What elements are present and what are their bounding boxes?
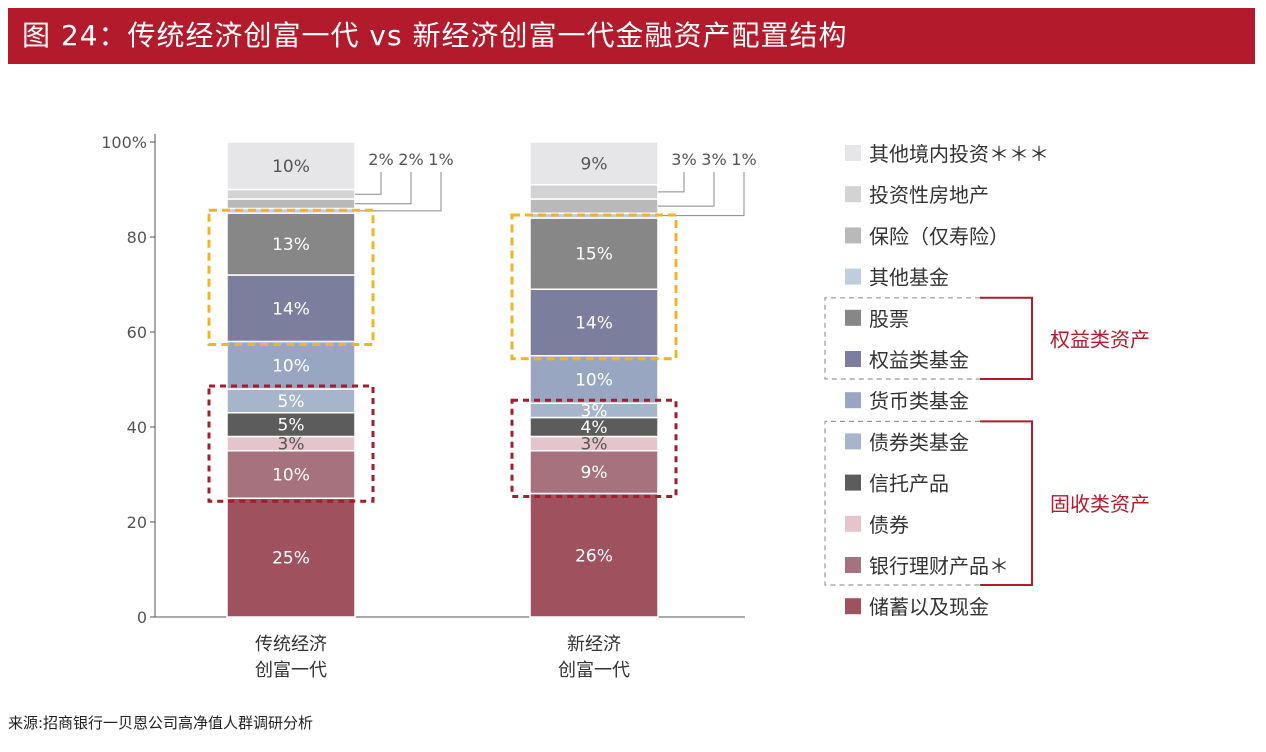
legend-group-label: 固收类资产 (1050, 492, 1150, 516)
legend-label: 货币类基金 (869, 389, 969, 413)
bar-segment (226, 274, 356, 343)
legend-group-bracket (980, 420, 1033, 586)
legend-swatch (845, 433, 861, 450)
equity-highlight-box (510, 213, 678, 361)
legend-swatch (845, 186, 861, 203)
data-label: 3% (701, 150, 726, 169)
bar-segment (529, 217, 659, 290)
legend-swatch (845, 392, 861, 409)
bar-segment (529, 184, 659, 200)
legend-swatch (845, 145, 861, 161)
legend-swatch (845, 351, 861, 367)
legend-label: 储蓄以及现金 (869, 595, 989, 619)
y-tick-label: 20 (127, 513, 147, 532)
legend-group-bracket (980, 296, 1033, 380)
data-label: 1% (731, 150, 756, 169)
data-label: 2% (368, 150, 393, 169)
data-label: 2% (398, 150, 423, 169)
legend-swatch (845, 515, 861, 532)
data-label: 10% (272, 356, 310, 376)
data-label: 3% (278, 435, 305, 455)
legend-label: 银行理财产品＊ (869, 554, 1009, 578)
page-title: 图 24：传统经济创富一代 vs 新经济创富一代金融资产配置结构 (8, 8, 1255, 64)
bar-segment (226, 188, 356, 200)
data-label: 9% (581, 154, 608, 174)
legend-label: 债券类基金 (869, 430, 969, 454)
x-category-label: 传统经济 (255, 634, 327, 655)
data-label: 1% (428, 150, 453, 169)
legend-swatch (845, 227, 861, 244)
y-tick-label: 60 (127, 323, 147, 342)
leader-line (658, 172, 745, 217)
legend-label: 其他基金 (869, 266, 949, 290)
leader-line (658, 172, 685, 193)
x-category-label: 新经济 (567, 634, 621, 655)
data-label: 3% (581, 435, 608, 455)
bar-segment (529, 141, 659, 186)
data-label: 4% (581, 418, 608, 438)
legend-swatch (845, 309, 861, 326)
bar-segment (226, 212, 356, 276)
fixed-income-highlight-box (207, 384, 375, 503)
equity-highlight-box (207, 208, 375, 346)
source-note: 来源:招商银行一贝恩公司高净值人群调研分析 (8, 714, 314, 732)
legend-swatch (845, 268, 861, 285)
x-category-label: 创富一代 (255, 660, 327, 681)
data-label: 5% (278, 392, 305, 412)
y-tick-label: 40 (127, 418, 147, 437)
y-tick-label: 80 (127, 228, 147, 247)
y-tick-label: 100% (101, 133, 147, 152)
data-label: 26% (575, 546, 613, 566)
data-label: 14% (272, 299, 310, 319)
leader-line (355, 172, 412, 205)
fixed-income-highlight-box (510, 398, 678, 498)
legend-label: 权益类基金 (869, 348, 969, 372)
legend-label: 股票 (869, 307, 909, 331)
bar-segment (226, 340, 356, 390)
bar-segment (226, 450, 356, 499)
bar-segment (529, 355, 659, 404)
bar-segment (226, 198, 356, 210)
bar-segment (529, 450, 659, 495)
legend-label: 债券 (869, 513, 909, 537)
bar-segment (226, 497, 356, 618)
legend-label: 其他境内投资＊＊＊ (869, 142, 1049, 166)
data-label: 3% (671, 150, 696, 169)
legend-swatch (845, 474, 861, 491)
legend-group-dashed-box (824, 420, 980, 586)
leader-line (658, 172, 715, 207)
data-label: 25% (272, 549, 310, 569)
legend-label: 保险（仅寿险） (869, 224, 1009, 248)
data-label: 10% (575, 371, 613, 391)
bar-segment (226, 141, 356, 191)
data-label: 15% (575, 245, 613, 265)
bar-segment (529, 198, 659, 214)
data-label: 10% (272, 157, 310, 177)
data-label: 10% (272, 466, 310, 486)
data-label: 9% (581, 463, 608, 483)
y-tick-label: 0 (137, 608, 147, 627)
bar-segment (529, 288, 659, 357)
leader-line (355, 172, 382, 195)
legend-label: 投资性房地产 (869, 183, 989, 207)
legend-swatch (845, 598, 861, 615)
data-label: 14% (575, 314, 613, 334)
leader-line (355, 172, 442, 212)
legend-group-label: 权益类资产 (1050, 327, 1150, 351)
x-category-label: 创富一代 (558, 660, 630, 681)
data-label: 13% (272, 235, 310, 255)
legend-label: 信托产品 (869, 472, 949, 496)
legend-swatch (845, 557, 861, 573)
data-label: 3% (581, 401, 608, 421)
data-label: 5% (278, 416, 305, 436)
